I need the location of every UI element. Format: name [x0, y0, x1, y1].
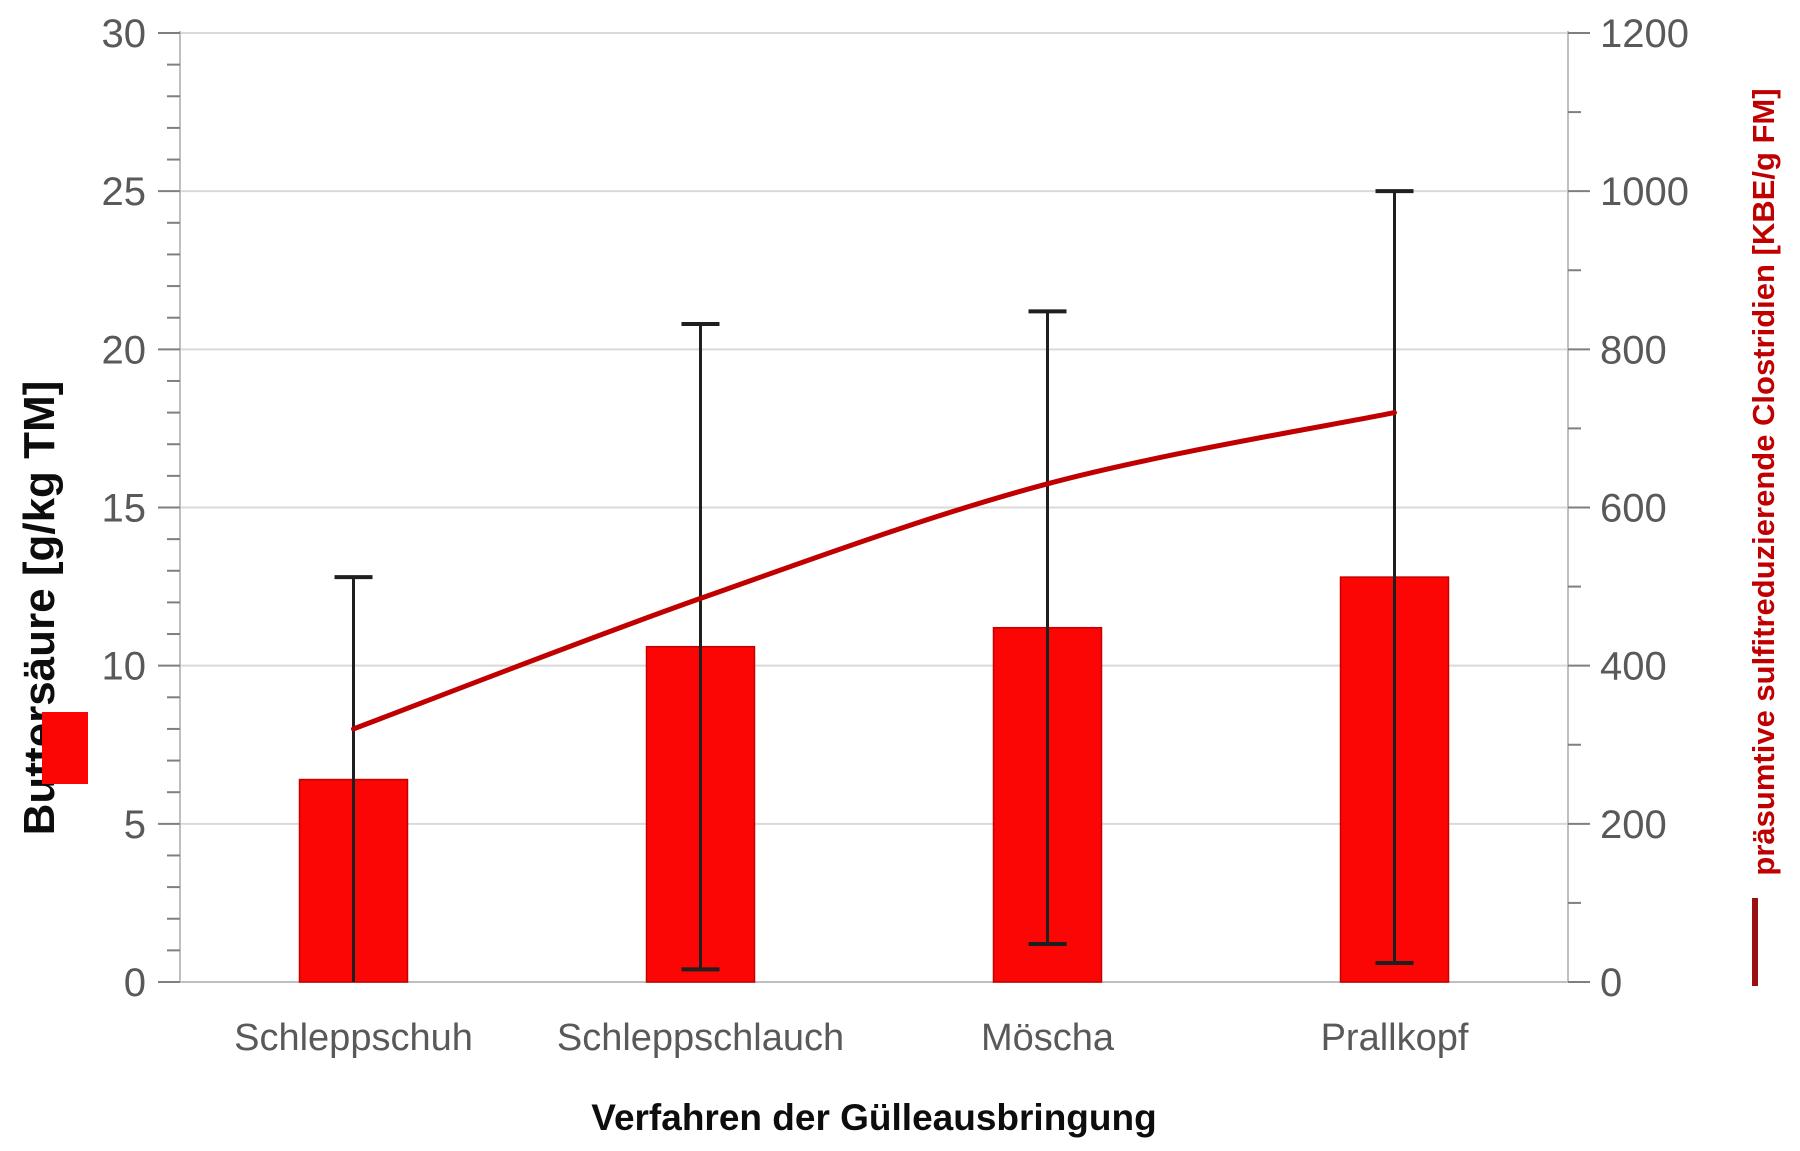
right-axis-tick-label: 1200	[1600, 12, 1689, 56]
left-axis-tick-label: 0	[124, 961, 146, 1005]
left-axis-tick-label: 5	[124, 803, 146, 847]
category-label: Schleppschuh	[234, 1017, 473, 1059]
right-axis-tick-label: 1000	[1600, 170, 1689, 214]
x-axis-title: Verfahren der Gülleausbringung	[591, 1097, 1157, 1138]
right-axis-tick-label: 0	[1600, 961, 1622, 1005]
left-axis-tick-label: 10	[102, 645, 147, 689]
right-axis-tick-label: 400	[1600, 645, 1667, 689]
legend-bar-series-swatch	[42, 712, 88, 784]
left-axis-tick-label: 20	[102, 328, 147, 372]
right-axis-tick-label: 600	[1600, 487, 1667, 531]
right-axis-tick-label: 200	[1600, 803, 1667, 847]
left-axis-tick-label: 25	[102, 170, 147, 214]
left-axis-tick-label: 15	[102, 487, 147, 531]
category-label: Möscha	[981, 1017, 1115, 1059]
clostridien-line-series	[351, 410, 1397, 732]
category-label: Prallkopf	[1321, 1017, 1469, 1059]
right-y-axis-title: präsumtive sulfitreduzierende Clostridie…	[1746, 88, 1781, 876]
right-axis-tick-label: 800	[1600, 328, 1667, 372]
category-label: Schleppschlauch	[557, 1017, 844, 1059]
left-axis-tick-label: 30	[102, 12, 147, 56]
legend-line-series-swatch	[1752, 898, 1758, 986]
